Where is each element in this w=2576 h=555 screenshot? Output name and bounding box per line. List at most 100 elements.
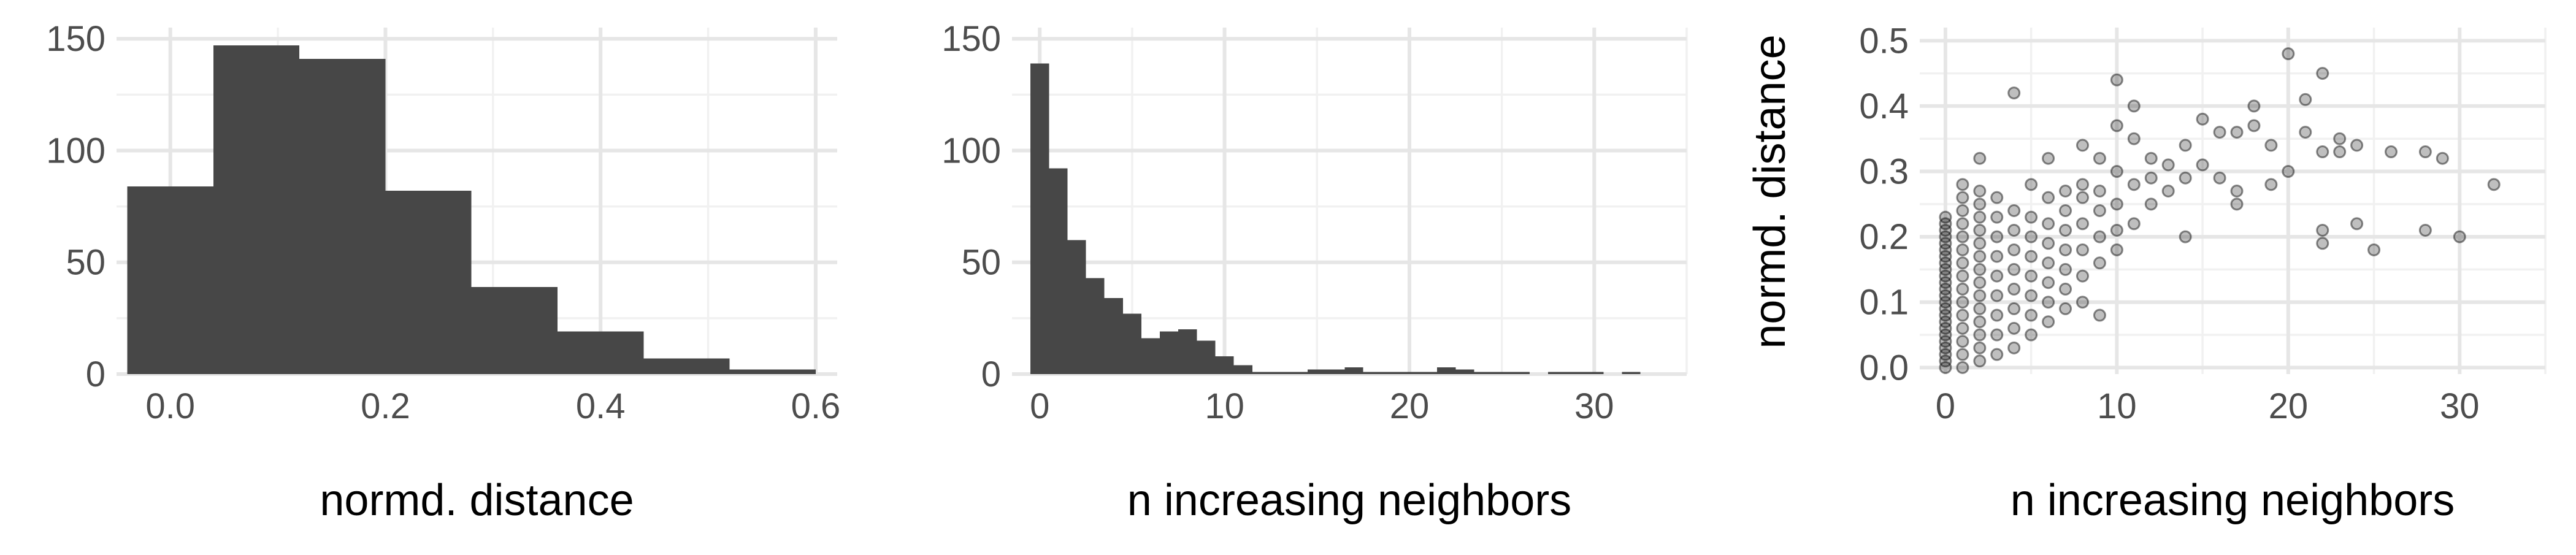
scatter-point [2384,145,2398,159]
scatter-point [2059,204,2072,217]
histogram-bar [1122,313,1141,374]
scatter-point [2333,145,2347,159]
x-tick-label: 30 [1574,386,1614,426]
y-tick-label: 0 [981,354,1001,394]
scatter-point [1990,308,2004,322]
scatter-point [2367,243,2381,256]
scatter-point [2316,223,2329,237]
x-tick-label: 0 [1936,386,1955,426]
scatter-point [2025,178,2038,191]
histogram-bar [1326,369,1345,374]
histogram-bar [1086,278,1105,374]
histogram-bar [1215,356,1234,374]
scatter-point [2076,139,2089,152]
y-tick-label: 50 [961,243,1001,283]
scatter-point [1939,308,1952,322]
scatter-point [2196,112,2209,126]
scatter-point [2316,67,2329,80]
scatter-point [1956,230,1969,243]
scatter-point [2110,243,2123,256]
scatter-point [1939,302,1952,315]
scatter-point [2093,204,2106,217]
scatter-point [1939,210,1952,224]
scatter-point [2093,151,2106,165]
scatter-point [2230,185,2244,198]
scatter-point [2059,185,2072,198]
histogram-bar [1049,168,1068,374]
tick-labels: 0 10 20 30 0.0 0.1 0.2 0.3 0.4 0.5 [1859,21,2479,426]
scatter-point [1973,341,1987,354]
scatter-point [2025,328,2038,342]
scatter-point [2059,223,2072,237]
scatter-point [2418,145,2432,159]
data-marks [127,45,816,375]
scatter-point [1973,237,1987,250]
histogram-bar [1308,369,1327,374]
y-tick-label: 0.2 [1859,217,1909,257]
histogram-bar [1197,340,1216,374]
y-tick-label: 0.3 [1859,152,1909,192]
scatter-point [2025,289,2038,302]
scatter-point [2007,262,2021,276]
scatter-point [1990,289,2004,302]
scatter-point [1990,250,2004,263]
scatter-point [2453,230,2466,243]
scatter-point [2110,73,2123,86]
scatter-point [2025,269,2038,283]
histogram-bar [127,186,213,374]
scatter-point [2350,139,2364,152]
scatter-point [2264,139,2278,152]
scatter-point [2076,178,2089,191]
scatter-point [2093,308,2106,322]
scatter-point [2059,243,2072,256]
scatter-point [1956,308,1969,322]
histogram-bar [1252,372,1271,374]
scatter-point [1973,197,1987,211]
scatter-point [2042,296,2055,309]
histogram-bar [1585,372,1604,374]
y-tick-label: 0.4 [1859,86,1909,126]
histogram-bar [1419,372,1438,374]
histogram-bar [1511,372,1530,374]
scatter-point [2007,243,2021,256]
scatter-point [1939,321,1952,335]
scatter-point [2042,191,2055,204]
scatter-point [2436,151,2449,165]
scatter-point [1956,335,1969,348]
tick-labels: 0.0 0.2 0.4 0.6 0 50 100 150 [46,19,840,426]
scatter-point [1956,217,1969,231]
scatter-point [2127,132,2141,145]
histogram-bar [471,286,558,374]
scatter-point [1990,210,2004,224]
scatter-point [2025,250,2038,263]
scatter-point [2144,197,2158,211]
scatter-point [1956,191,1969,204]
scatter-point [1973,302,1987,315]
histogram-bar [1160,331,1179,374]
histogram-bar [729,369,816,374]
data-marks [1939,47,2501,374]
scatter-point [2042,237,2055,250]
scatter-point [1939,296,1952,309]
histogram-bar [1270,372,1290,374]
scatter-point [1990,348,2004,361]
scatter-point [1939,315,1952,329]
scatter-point [2007,204,2021,217]
scatter-point [2059,282,2072,296]
scatter-point [2144,171,2158,185]
scatter-point [2042,217,2055,231]
scatter-point [1939,348,1952,361]
histogram-bar [1344,367,1363,374]
scatter-point [1973,185,1987,198]
scatter-point [2144,151,2158,165]
y-tick-label: 0 [86,354,105,394]
histogram-bar [299,59,386,375]
scatter-point [2282,165,2295,178]
scatter-point [1973,210,1987,224]
x-tick-label: 0.4 [576,386,626,426]
histogram-bar [1381,372,1400,374]
scatter-point [2042,256,2055,270]
scatter-point [1956,204,1969,217]
